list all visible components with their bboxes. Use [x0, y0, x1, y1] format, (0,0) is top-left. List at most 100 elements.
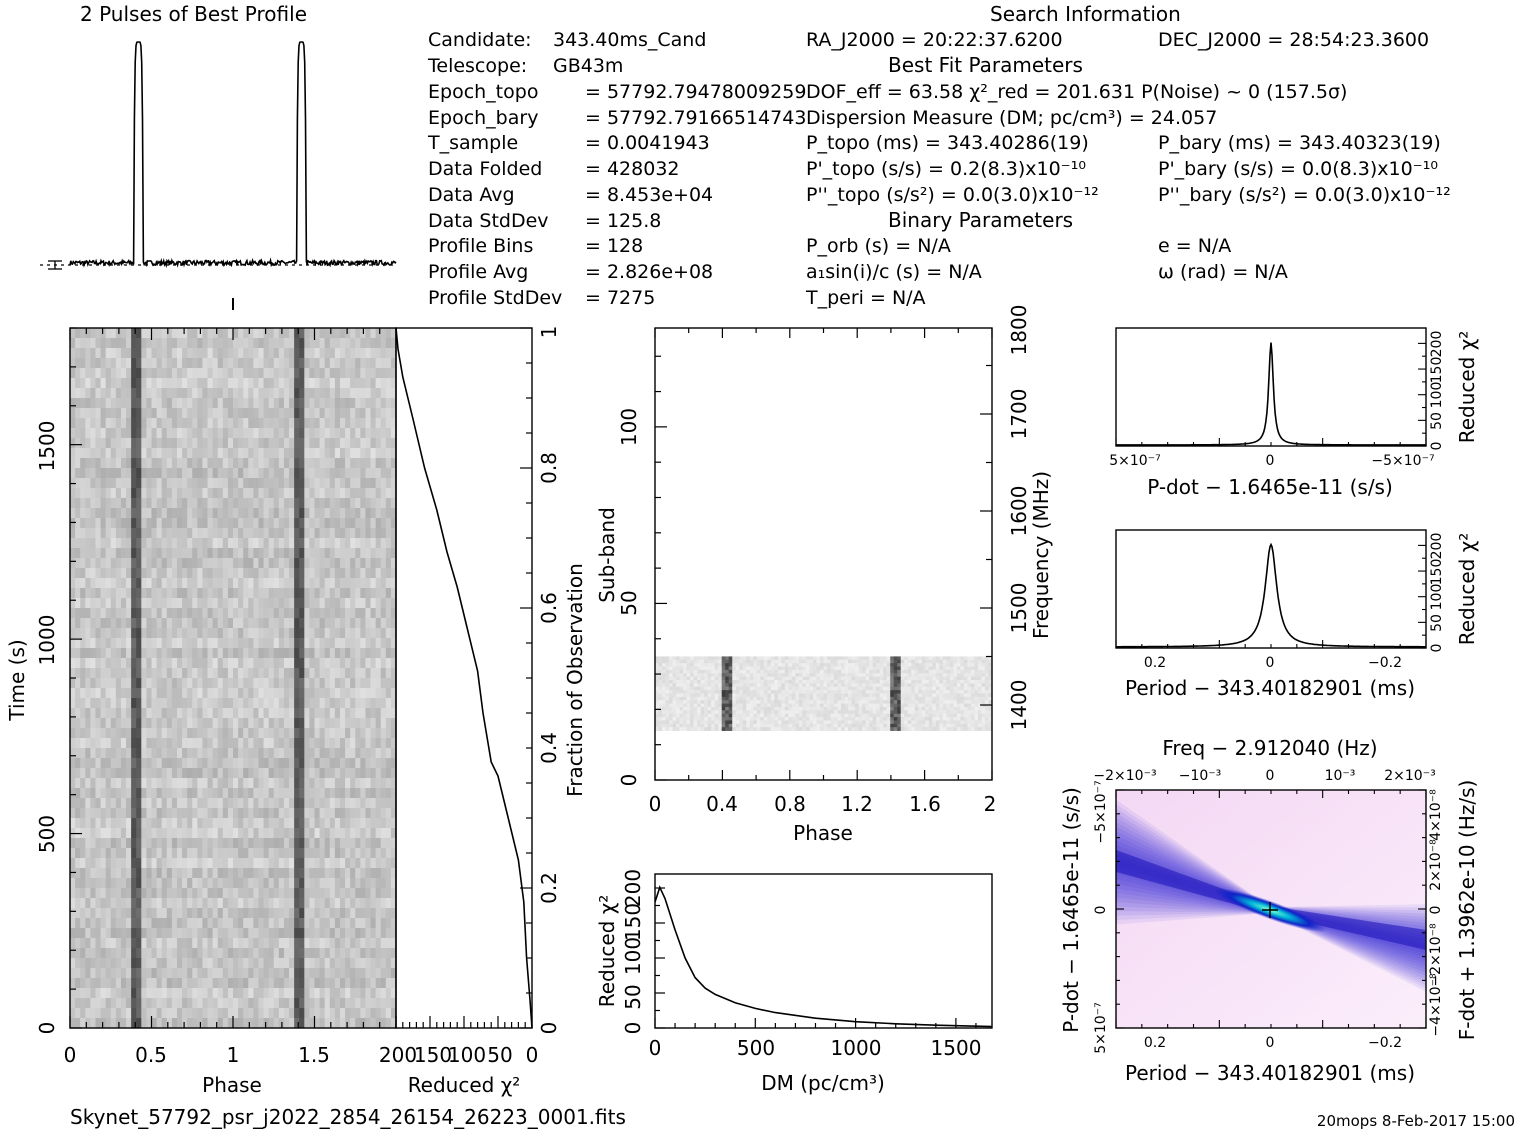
time-phase-cell	[370, 908, 377, 919]
time-phase-cell	[355, 578, 361, 589]
time-phase-cell	[100, 578, 107, 589]
time-phase-cell	[131, 408, 137, 419]
time-phase-cell	[304, 518, 310, 529]
time-phase-cell	[339, 768, 346, 779]
time-phase-cell	[233, 488, 239, 499]
time-phase-cell	[304, 708, 310, 719]
time-phase-cell	[283, 718, 290, 729]
info-ra: RA_J2000 = 20:22:37.6200	[806, 29, 1063, 51]
time-phase-cell	[120, 798, 127, 809]
time-phase-cell	[258, 918, 264, 929]
time-phase-cell	[283, 578, 290, 589]
time-phase-cell	[110, 508, 117, 519]
time-phase-cell	[141, 568, 147, 579]
time-phase-cell	[273, 468, 280, 479]
time-phase-cell	[360, 388, 366, 399]
time-phase-cell	[253, 728, 259, 739]
time-phase-cell	[95, 768, 101, 779]
time-phase-cell	[304, 748, 310, 759]
time-phase-cell	[319, 388, 326, 399]
time-phase-cell	[380, 328, 387, 339]
time-phase-cell	[217, 468, 224, 479]
time-phase-cell	[233, 408, 239, 419]
time-phase-cell	[131, 328, 137, 339]
time-phase-cell	[294, 888, 300, 899]
time-phase-cell	[141, 908, 147, 919]
time-phase-cell	[258, 858, 264, 869]
time-phase-cell	[100, 528, 107, 539]
time-phase-cell	[136, 838, 142, 849]
subband-cell	[798, 666, 803, 671]
time-phase-cell	[329, 778, 336, 789]
time-phase-cell	[299, 498, 305, 509]
time-phase-cell	[253, 608, 259, 619]
time-phase-cell	[227, 728, 234, 739]
time-phase-cell	[120, 338, 127, 349]
time-phase-cell	[253, 518, 259, 529]
time-phase-cell	[233, 1008, 239, 1019]
time-phase-cell	[345, 408, 351, 419]
time-phase-cell	[105, 628, 112, 639]
time-phase-cell	[70, 668, 76, 679]
time-phase-cell	[161, 338, 168, 349]
time-phase-cell	[202, 578, 208, 589]
time-phase-cell	[263, 698, 270, 709]
time-phase-cell	[197, 888, 203, 899]
time-phase-cell	[156, 368, 163, 379]
time-phase-cell	[151, 618, 157, 629]
subband-cell	[869, 663, 874, 667]
time-phase-cell	[355, 868, 361, 879]
time-phase-cell	[253, 888, 259, 899]
time-phase-cell	[273, 558, 280, 569]
time-phase-cell	[294, 678, 300, 689]
time-phase-cell	[227, 408, 234, 419]
time-phase-cell	[207, 368, 214, 379]
time-phase-cell	[258, 598, 264, 609]
time-phase-cell	[115, 568, 122, 579]
time-phase-cell	[212, 358, 219, 369]
time-phase-cell	[329, 728, 336, 739]
time-phase-cell	[299, 708, 305, 719]
subband-cell	[942, 659, 947, 664]
time-phase-cell	[334, 718, 341, 729]
time-phase-cell	[385, 598, 392, 609]
subband-cell	[932, 659, 937, 664]
time-phase-cell	[339, 798, 346, 809]
time-phase-cell	[243, 818, 249, 829]
time-phase-cell	[90, 418, 96, 429]
time-phase-cell	[390, 538, 397, 549]
time-phase-cell	[156, 948, 163, 959]
time-phase-cell	[273, 668, 280, 679]
time-phase-cell	[120, 988, 127, 999]
time-phase-cell	[207, 608, 214, 619]
time-phase-cell	[324, 868, 331, 879]
time-phase-cell	[202, 408, 208, 419]
time-phase-cell	[385, 618, 392, 629]
time-phase-cell	[350, 348, 356, 359]
time-phase-cell	[278, 978, 285, 989]
time-phase-cell	[304, 368, 310, 379]
time-phase-cell	[314, 688, 320, 699]
time-phase-cell	[110, 678, 117, 689]
time-phase-cell	[192, 528, 198, 539]
time-phase-cell	[146, 698, 152, 709]
time-phase-cell	[289, 908, 295, 919]
subband-cell	[749, 656, 754, 661]
time-phase-cell	[253, 808, 259, 819]
time-phase-cell	[329, 808, 336, 819]
time-phase-cell	[197, 558, 203, 569]
time-phase-cell	[182, 898, 188, 909]
time-phase-cell	[283, 988, 290, 999]
time-phase-cell	[110, 718, 117, 729]
time-phase-cell	[319, 568, 326, 579]
time-phase-cell	[176, 328, 183, 339]
time-phase-cell	[80, 978, 86, 989]
time-phase-cell	[227, 658, 234, 669]
time-phase-cell	[80, 658, 86, 669]
time-phase-cell	[350, 488, 356, 499]
time-phase-cell	[105, 928, 112, 939]
time-phase-cell	[131, 768, 137, 779]
time-phase-cell	[131, 438, 137, 449]
time-phase-cell	[85, 998, 91, 1009]
time-phase-cell	[100, 518, 107, 529]
